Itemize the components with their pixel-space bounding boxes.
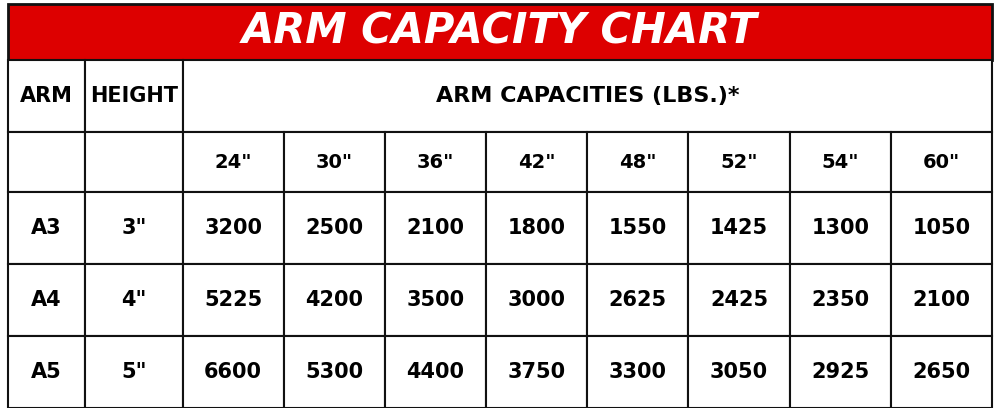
Text: ARM CAPACITY CHART: ARM CAPACITY CHART [242,11,758,53]
Bar [183,264,284,336]
Text: 2625: 2625 [609,290,667,310]
Text: 2500: 2500 [305,218,363,238]
Bar [587,192,688,264]
Bar [891,264,992,336]
Bar [486,336,587,408]
Bar [688,132,790,192]
Text: 4400: 4400 [407,362,465,382]
Bar [486,132,587,192]
Text: ARM: ARM [20,86,73,106]
Text: 5225: 5225 [204,290,262,310]
Bar [85,336,183,408]
Text: 52": 52" [720,153,758,171]
Bar [385,132,486,192]
Text: 36": 36" [417,153,454,171]
Text: 2925: 2925 [811,362,869,382]
Bar [688,264,790,336]
Bar [587,264,688,336]
Bar [8,60,85,132]
Bar [183,60,992,132]
Bar [790,264,891,336]
Bar [183,132,284,192]
Bar [587,132,688,192]
Text: A5: A5 [31,362,62,382]
Text: 4": 4" [121,290,147,310]
Text: A3: A3 [31,218,62,238]
Text: ARM CAPACITIES (LBS.)*: ARM CAPACITIES (LBS.)* [436,86,739,106]
Bar [891,336,992,408]
Text: 1300: 1300 [811,218,869,238]
Text: 3": 3" [121,218,147,238]
Bar [183,336,284,408]
Text: 3000: 3000 [508,290,566,310]
Text: 30": 30" [316,153,353,171]
Bar [385,264,486,336]
Bar [688,336,790,408]
Bar [891,192,992,264]
Bar [8,192,85,264]
Text: 3050: 3050 [710,362,768,382]
Text: 2100: 2100 [912,290,970,310]
Bar [85,264,183,336]
Text: A4: A4 [31,290,62,310]
Bar [85,192,183,264]
Bar [284,132,385,192]
Bar [85,60,183,132]
Bar [284,336,385,408]
Bar [790,192,891,264]
Bar [8,132,85,192]
Bar [790,336,891,408]
Bar [486,264,587,336]
Text: 2350: 2350 [811,290,869,310]
Text: 4200: 4200 [305,290,363,310]
Text: 24": 24" [214,153,252,171]
Bar [790,132,891,192]
Bar [891,132,992,192]
Bar [8,264,85,336]
Text: 1425: 1425 [710,218,768,238]
Bar [688,192,790,264]
Bar [8,336,85,408]
Text: 1050: 1050 [912,218,970,238]
Bar [486,192,587,264]
Text: 6600: 6600 [204,362,262,382]
Text: 1800: 1800 [508,218,566,238]
Text: 5300: 5300 [305,362,363,382]
Bar [183,192,284,264]
Text: 3500: 3500 [406,290,465,310]
Text: 3200: 3200 [204,218,262,238]
Text: 1550: 1550 [609,218,667,238]
Text: 3300: 3300 [609,362,667,382]
Bar [284,192,385,264]
Bar [385,336,486,408]
Text: 2425: 2425 [710,290,768,310]
Text: 2650: 2650 [912,362,970,382]
Bar [284,264,385,336]
Bar [85,132,183,192]
Bar [8,4,992,60]
Text: 3750: 3750 [508,362,566,382]
Text: HEIGHT: HEIGHT [90,86,178,106]
Text: 42": 42" [518,153,555,171]
Text: 54": 54" [821,153,859,171]
Bar [385,192,486,264]
Text: 60": 60" [923,153,960,171]
Text: 48": 48" [619,153,657,171]
Text: 2100: 2100 [407,218,465,238]
Bar [587,336,688,408]
Text: 5": 5" [121,362,147,382]
